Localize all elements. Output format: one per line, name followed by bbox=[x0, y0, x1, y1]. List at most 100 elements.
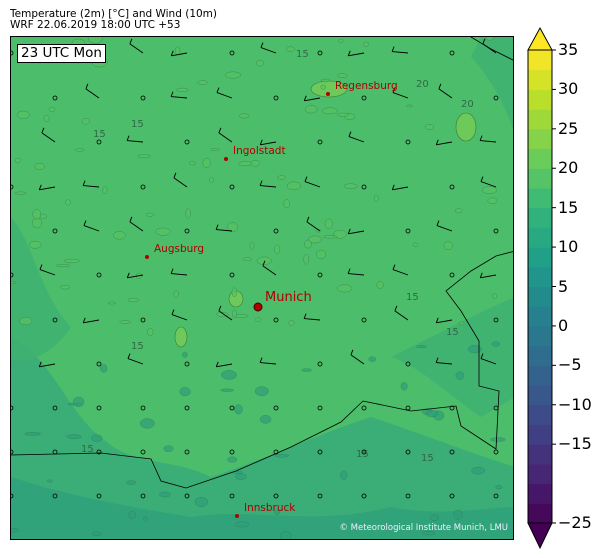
contour-blob bbox=[429, 514, 440, 522]
contour-blob bbox=[412, 242, 419, 247]
contour-blob bbox=[16, 110, 30, 119]
wind-calm-marker bbox=[361, 95, 367, 101]
wind-calm-marker bbox=[11, 449, 14, 455]
colorbar-segment bbox=[528, 227, 552, 248]
wind-barb-shaft bbox=[348, 230, 365, 235]
wind-barb-feather bbox=[438, 83, 442, 89]
contour-blob bbox=[238, 161, 253, 166]
wind-calm-marker bbox=[361, 449, 367, 455]
contour-blob bbox=[254, 386, 269, 397]
wind-barb bbox=[259, 139, 277, 146]
wind-barb-shaft bbox=[480, 274, 497, 279]
contour-blob bbox=[24, 432, 41, 436]
wind-barb bbox=[394, 305, 409, 321]
contour-label: 15 bbox=[421, 453, 434, 464]
wind-barb-shaft bbox=[482, 43, 497, 54]
contour-blob bbox=[453, 509, 463, 520]
wind-barb bbox=[303, 95, 321, 102]
contour-blob bbox=[185, 208, 191, 219]
wind-barb-shaft bbox=[436, 362, 453, 365]
wind-barb-feather bbox=[347, 228, 351, 234]
contour-blob bbox=[286, 181, 302, 191]
contour-blob bbox=[336, 284, 353, 293]
wind-barb-feather bbox=[392, 87, 396, 93]
contour-blob bbox=[194, 496, 209, 507]
contour-blob bbox=[491, 341, 500, 347]
contour-blob bbox=[416, 345, 427, 349]
wind-barb-feather bbox=[394, 305, 398, 311]
wind-barb-shaft bbox=[394, 310, 409, 321]
colorbar-tick-label: 25 bbox=[558, 118, 579, 138]
contour-blob bbox=[175, 87, 189, 92]
wind-barb-feather bbox=[479, 135, 483, 141]
contour-blob bbox=[322, 107, 338, 115]
wind-barb-shaft bbox=[438, 88, 453, 99]
contour-blob bbox=[14, 191, 27, 195]
wind-barb-feather bbox=[391, 46, 395, 52]
contour-blob bbox=[234, 404, 243, 415]
wind-calm-marker bbox=[229, 272, 235, 278]
contour-blob bbox=[336, 112, 350, 117]
wind-barb-feather bbox=[126, 272, 130, 278]
wind-barb-shaft bbox=[171, 52, 188, 57]
city-label-augsburg: Augsburg bbox=[154, 243, 205, 255]
colorbar-segment bbox=[528, 128, 552, 150]
contour-blob bbox=[492, 293, 498, 300]
wind-barb-shaft bbox=[216, 363, 233, 368]
wind-barb-shaft bbox=[216, 229, 233, 232]
wind-barb-shaft bbox=[304, 181, 321, 188]
wind-calm-marker bbox=[140, 184, 146, 190]
contour-blob bbox=[231, 287, 238, 297]
contour-blob bbox=[467, 345, 482, 354]
wind-calm-marker bbox=[405, 493, 411, 499]
wind-barb-feather bbox=[126, 135, 130, 141]
city-marker bbox=[224, 157, 228, 161]
wind-barb-shaft bbox=[83, 319, 100, 324]
wind-barb bbox=[85, 83, 100, 99]
wind-barb bbox=[303, 313, 321, 321]
wind-calm-marker bbox=[184, 139, 190, 145]
wind-barb bbox=[83, 220, 100, 232]
wind-barb bbox=[129, 216, 144, 232]
wind-calm-marker bbox=[52, 317, 58, 323]
wind-barb-shaft bbox=[306, 221, 321, 232]
wind-barb bbox=[170, 91, 188, 99]
contour-blob bbox=[471, 466, 485, 475]
contour-blob bbox=[147, 327, 154, 337]
contour-blob bbox=[373, 195, 379, 202]
wind-barb-feather bbox=[41, 127, 45, 133]
colorbar-segment bbox=[528, 345, 552, 366]
wind-barb-feather bbox=[480, 176, 484, 182]
contour-blob bbox=[274, 453, 290, 458]
wind-calm-marker bbox=[449, 272, 455, 278]
contour-blob bbox=[91, 531, 102, 536]
wind-calm-marker bbox=[184, 493, 190, 499]
wind-barb-shaft bbox=[127, 274, 144, 279]
contour-blob bbox=[320, 84, 327, 90]
wind-barb-shaft bbox=[127, 358, 144, 365]
contour-blob bbox=[28, 240, 42, 249]
colorbar-segment bbox=[528, 306, 552, 327]
cooler-region bbox=[471, 37, 513, 130]
wind-barb bbox=[347, 228, 365, 235]
contour-blob bbox=[107, 301, 116, 305]
contour-blob bbox=[340, 470, 348, 480]
wind-barb-shaft bbox=[39, 186, 56, 191]
wind-barb-shaft bbox=[348, 52, 365, 57]
wind-barb bbox=[170, 50, 188, 57]
wind-calm-marker bbox=[140, 449, 146, 455]
wind-barb bbox=[215, 224, 233, 232]
contour-blob bbox=[454, 208, 463, 213]
colorbar-segment bbox=[528, 148, 552, 169]
contour-blob bbox=[81, 118, 90, 125]
contour-blob bbox=[220, 388, 234, 392]
wind-barb-shaft bbox=[83, 185, 100, 188]
wind-barb bbox=[392, 87, 409, 99]
wind-barb-shaft bbox=[392, 51, 409, 54]
wind-calm-marker bbox=[140, 317, 146, 323]
wind-barb-shaft bbox=[260, 47, 277, 54]
contour-blob bbox=[126, 480, 137, 485]
contour-blob bbox=[49, 106, 56, 113]
contour-blob bbox=[301, 368, 312, 372]
wind-barb-feather bbox=[129, 38, 133, 44]
